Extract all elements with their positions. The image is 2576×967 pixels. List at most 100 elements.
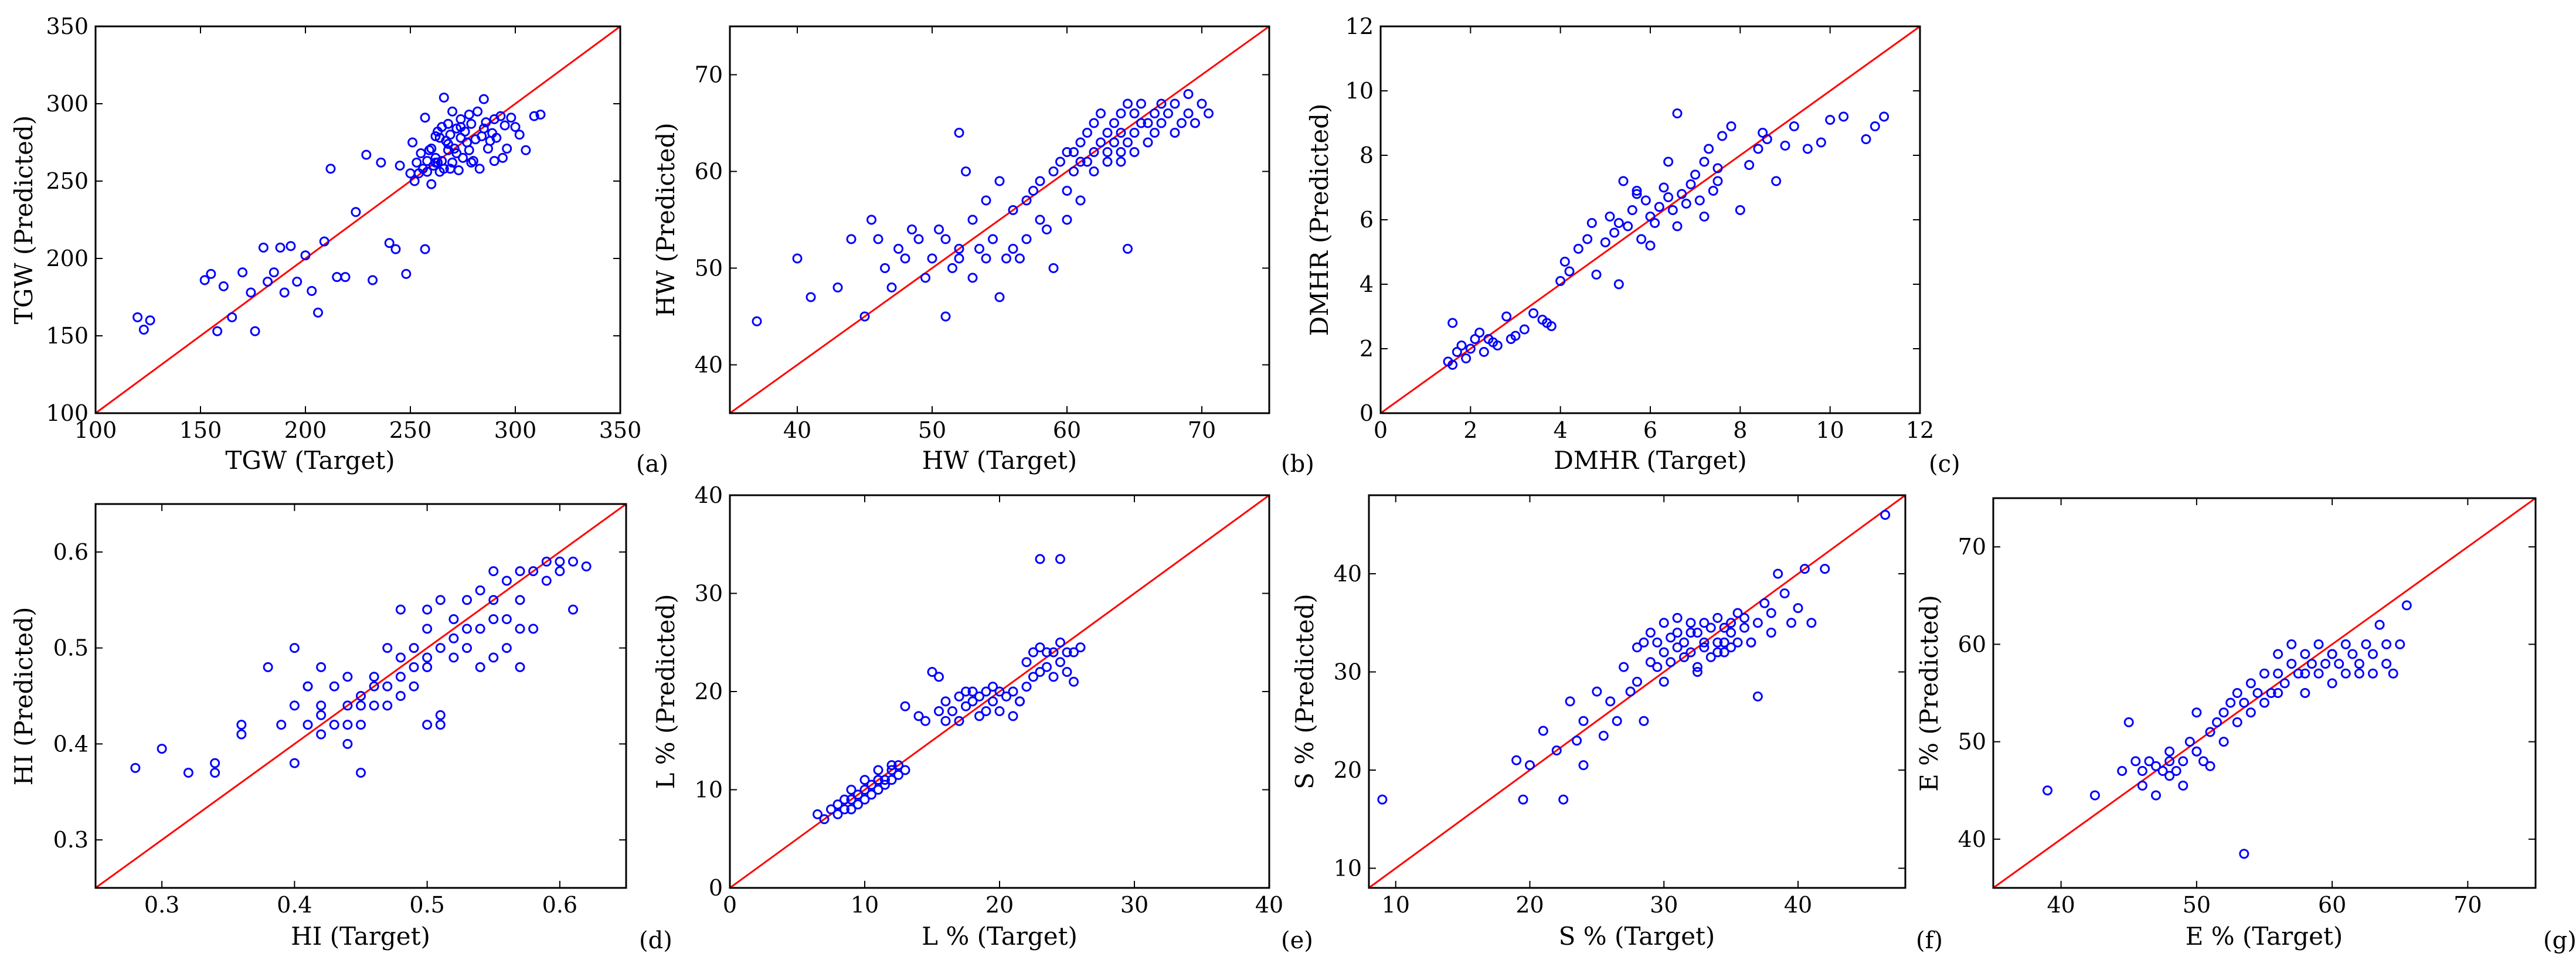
panel-a-point — [506, 113, 516, 123]
panel-a-ylabel: TGW (Predicted) — [9, 115, 38, 325]
panel-e-point — [994, 686, 1005, 697]
panel-b-point — [1089, 118, 1099, 128]
panel-f-xtick-label: 40 — [1784, 892, 1812, 918]
panel-g-point — [2340, 668, 2351, 679]
panel-b-frame — [729, 25, 1270, 414]
panel-f-ytick-label: 40 — [1334, 561, 1362, 587]
panel-b-point — [974, 244, 984, 254]
panel-a-point — [279, 287, 290, 298]
panel-b-point — [792, 253, 803, 264]
panel-e-ytick-label: 30 — [695, 581, 723, 607]
panel-g-point — [2306, 659, 2317, 669]
panel-d-ytick-label: 0.6 — [53, 539, 89, 565]
panel-a-point — [416, 148, 426, 158]
panel-d-point — [435, 643, 446, 653]
panel-e-point — [1035, 554, 1045, 564]
panel-g-point — [2313, 639, 2324, 649]
panel-c-xtick-label: 12 — [1906, 417, 1934, 443]
panel-a-point — [407, 137, 418, 148]
panel-g-point — [2368, 649, 2378, 659]
panel-d-point — [316, 729, 327, 740]
panel-d-point — [342, 738, 353, 749]
panel-f-point — [1639, 637, 1649, 648]
panel-g-point — [2266, 688, 2276, 698]
panel-c-point — [1699, 212, 1710, 222]
panel-d-point — [515, 624, 525, 634]
panel-a-xtick-label: 250 — [389, 417, 432, 443]
panel-e-point — [1001, 691, 1011, 702]
panel-f-point — [1679, 652, 1690, 662]
panel-a-point — [443, 139, 453, 149]
panel-f-point — [1578, 760, 1589, 771]
panel-b-point — [1163, 108, 1173, 118]
panel-a-xtick-label: 100 — [74, 417, 117, 443]
panel-a-point — [426, 179, 437, 189]
panel-a-xtick-label: 200 — [284, 417, 327, 443]
panel-f-point — [1578, 716, 1589, 726]
panel-e-point — [853, 799, 863, 810]
panel-c-point — [1672, 108, 1683, 118]
panel-e-point — [873, 775, 883, 785]
panel-f-xtick-label: 20 — [1515, 892, 1544, 918]
panel-g-point — [2388, 668, 2398, 679]
panel-g-point — [2171, 766, 2181, 776]
panel-b-point — [1021, 234, 1032, 244]
panel-e-point — [1008, 711, 1018, 721]
panel-d-point — [475, 585, 485, 595]
panel-b-point — [1015, 253, 1025, 264]
panel-c-frame — [1379, 25, 1921, 414]
panel-f-point — [1806, 618, 1817, 628]
panel-d-point — [210, 758, 220, 768]
panel-d-point — [555, 556, 565, 567]
panel-a-point — [300, 250, 311, 261]
panel-f-point — [1377, 794, 1388, 805]
panel-d-point — [462, 624, 472, 634]
panel-b-point — [1042, 224, 1052, 234]
panel-g-point — [2239, 849, 2249, 859]
panel-a-point — [447, 106, 458, 117]
panel-e-xtick-label: 40 — [1255, 892, 1283, 918]
panel-a-ytick-label: 200 — [46, 246, 89, 271]
panel-g-point — [2232, 688, 2242, 698]
panel-b-identity-line — [729, 25, 1270, 414]
panel-b-ytick-label: 40 — [695, 352, 723, 378]
panel-g-ytick-label: 70 — [1958, 534, 1986, 560]
panel-c-point — [1758, 128, 1768, 138]
panel-f-point — [1558, 794, 1569, 805]
panel-f-point — [1612, 716, 1622, 726]
panel-b-point — [1089, 147, 1099, 157]
panel-c-point — [1771, 176, 1782, 186]
panel-d-point — [276, 720, 287, 730]
panel-g-point — [2137, 766, 2147, 776]
panel-b-point — [1123, 98, 1133, 109]
panel-f-point — [1739, 622, 1749, 633]
panel-g-point — [2089, 790, 2100, 801]
panel-c-point — [1838, 111, 1849, 122]
panel-a-xlabel: TGW (Target) — [225, 446, 395, 475]
panel-b-point — [1183, 89, 1194, 99]
panel-b-point — [954, 253, 964, 264]
panel-f-point — [1732, 637, 1743, 648]
panel-c-ytick-label: 8 — [1360, 142, 1374, 168]
panel-d-point — [422, 720, 433, 730]
panel-g-point — [2043, 785, 2052, 796]
panel-f-xtick-label: 10 — [1382, 892, 1410, 918]
panel-a-point — [451, 148, 462, 158]
panel-c-point — [1555, 276, 1566, 286]
panel-g-point — [2300, 668, 2310, 679]
panel-g-point — [2245, 707, 2256, 718]
panel-b-point — [988, 234, 998, 244]
panel-c-point — [1879, 111, 1889, 122]
panel-f-point — [1632, 676, 1642, 687]
panel-d-point — [409, 662, 419, 672]
panel-a-point — [453, 165, 464, 176]
panel-c-point — [1528, 308, 1539, 318]
panel-a-point — [312, 307, 323, 318]
panel-f-point — [1598, 730, 1609, 741]
panel-e-point — [967, 686, 978, 697]
panel-f-point — [1685, 618, 1696, 628]
panel-f-point — [1732, 608, 1743, 618]
panel-g-point — [2279, 678, 2290, 689]
panel-e-ytick-label: 0 — [709, 875, 723, 901]
panel-b-point — [961, 166, 971, 176]
